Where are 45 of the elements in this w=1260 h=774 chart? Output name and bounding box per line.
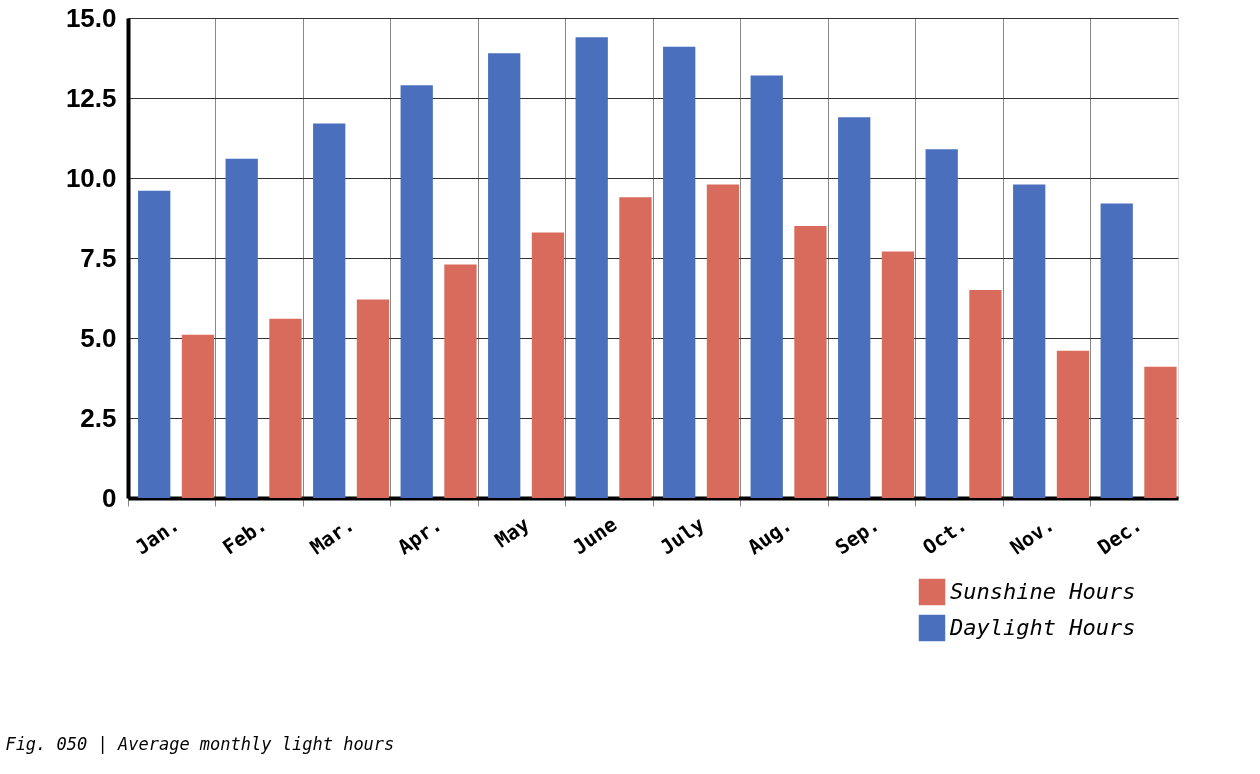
legend-label: Sunshine Hours (950, 579, 1136, 604)
bar (706, 184, 740, 498)
bar (400, 85, 433, 498)
bar (1013, 184, 1046, 498)
x-tick-label: May (490, 512, 534, 553)
bar (969, 290, 1002, 498)
bar (444, 264, 477, 498)
bar (356, 299, 390, 498)
bar (881, 251, 915, 498)
bar (1100, 203, 1133, 498)
x-tick-label: Sep. (830, 512, 884, 560)
x-tick-label: Jan. (130, 512, 184, 560)
x-tick-label: Mar. (305, 512, 359, 560)
x-tick-label: Oct. (918, 512, 972, 560)
bar (663, 46, 696, 498)
x-tick-label: Nov. (1005, 512, 1059, 560)
bar (750, 75, 783, 498)
x-tick-label: Feb. (218, 512, 272, 560)
bar (225, 158, 258, 498)
bar (531, 232, 565, 498)
y-tick-label: 12.5 (65, 82, 117, 113)
bar (838, 117, 871, 498)
legend-label: Daylight Hours (949, 615, 1136, 640)
y-tick-label: 0 (102, 482, 117, 513)
y-tick-label: 2.5 (80, 402, 117, 433)
bar (1056, 350, 1090, 498)
bar (138, 190, 171, 498)
bar (925, 149, 958, 498)
bar (488, 53, 521, 498)
y-tick-label: 15.0 (65, 2, 117, 33)
x-tick-label: Dec. (1093, 512, 1147, 560)
bar (794, 226, 827, 498)
x-tick-label: Aug. (743, 512, 797, 560)
caption: Fig. 050 | Average monthly light hours (5, 734, 395, 754)
bar (619, 197, 652, 498)
bar (1144, 366, 1177, 498)
y-tick-label: 7.5 (80, 242, 117, 273)
x-tick-label: June (568, 512, 622, 560)
x-tick-label: Apr. (393, 512, 447, 560)
y-tick-label: 10.0 (65, 162, 117, 193)
bar (575, 37, 608, 498)
bar (313, 123, 346, 498)
bar (181, 334, 215, 498)
bar (269, 318, 302, 498)
y-tick-label: 5.0 (80, 322, 117, 353)
